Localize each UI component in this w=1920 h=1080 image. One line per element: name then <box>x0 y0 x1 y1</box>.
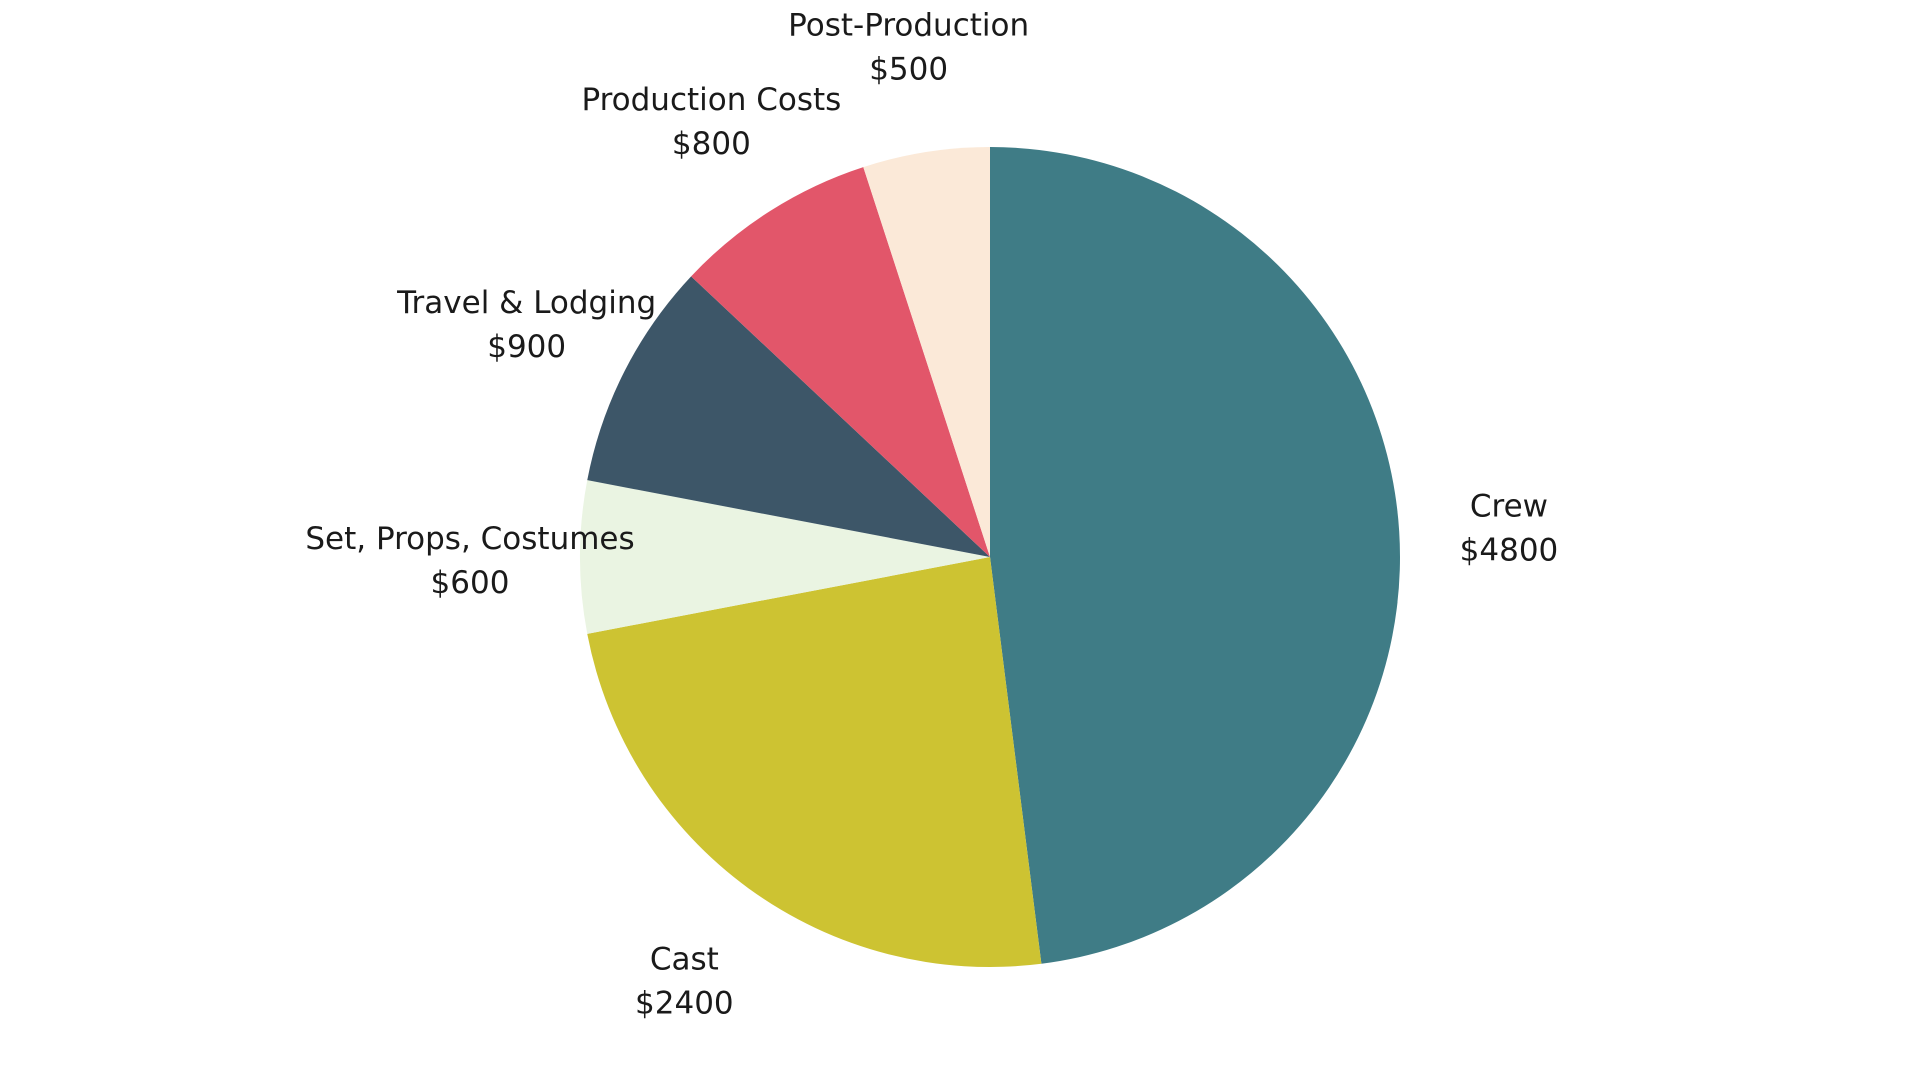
pie-slices <box>580 147 1401 967</box>
pie-label-travel-and-lodging: Travel & Lodging $900 <box>396 285 656 365</box>
pie-slice-set-props-costumes <box>580 480 990 634</box>
pie-label-category: Cast <box>650 942 719 978</box>
pie-label-post-production: Post-Production $500 <box>788 7 1029 87</box>
pie-label-value: $900 <box>487 329 566 365</box>
pie-slice-crew <box>990 147 1401 964</box>
pie-slice-post-production <box>863 147 990 557</box>
pie-label-value: $2400 <box>635 986 734 1022</box>
pie-label-value: $600 <box>431 565 510 601</box>
pie-slice-production-costs <box>691 167 990 557</box>
pie-label-category: Travel & Lodging <box>396 285 656 321</box>
pie-label-production-costs: Production Costs $800 <box>581 82 841 162</box>
pie-label-category: Production Costs <box>581 82 841 118</box>
pie-label-crew: Crew $4800 <box>1460 488 1559 568</box>
pie-labels: Crew $4800 Cast $2400 Set, Props, Costumes $6… <box>305 7 1558 1021</box>
pie-slice-travel-and-lodging <box>587 276 990 557</box>
pie-label-value: $500 <box>869 51 948 87</box>
pie-label-category: Crew <box>1470 488 1548 524</box>
pie-label-value: $4800 <box>1460 532 1559 568</box>
pie-slice-cast <box>587 557 1042 967</box>
pie-label-set-props-costumes: Set, Props, Costumes $600 <box>305 521 634 601</box>
pie-label-category: Set, Props, Costumes <box>305 521 634 557</box>
pie-label-value: $800 <box>672 126 751 162</box>
pie-label-cast: Cast $2400 <box>635 942 734 1022</box>
pie-label-category: Post-Production <box>788 7 1029 43</box>
